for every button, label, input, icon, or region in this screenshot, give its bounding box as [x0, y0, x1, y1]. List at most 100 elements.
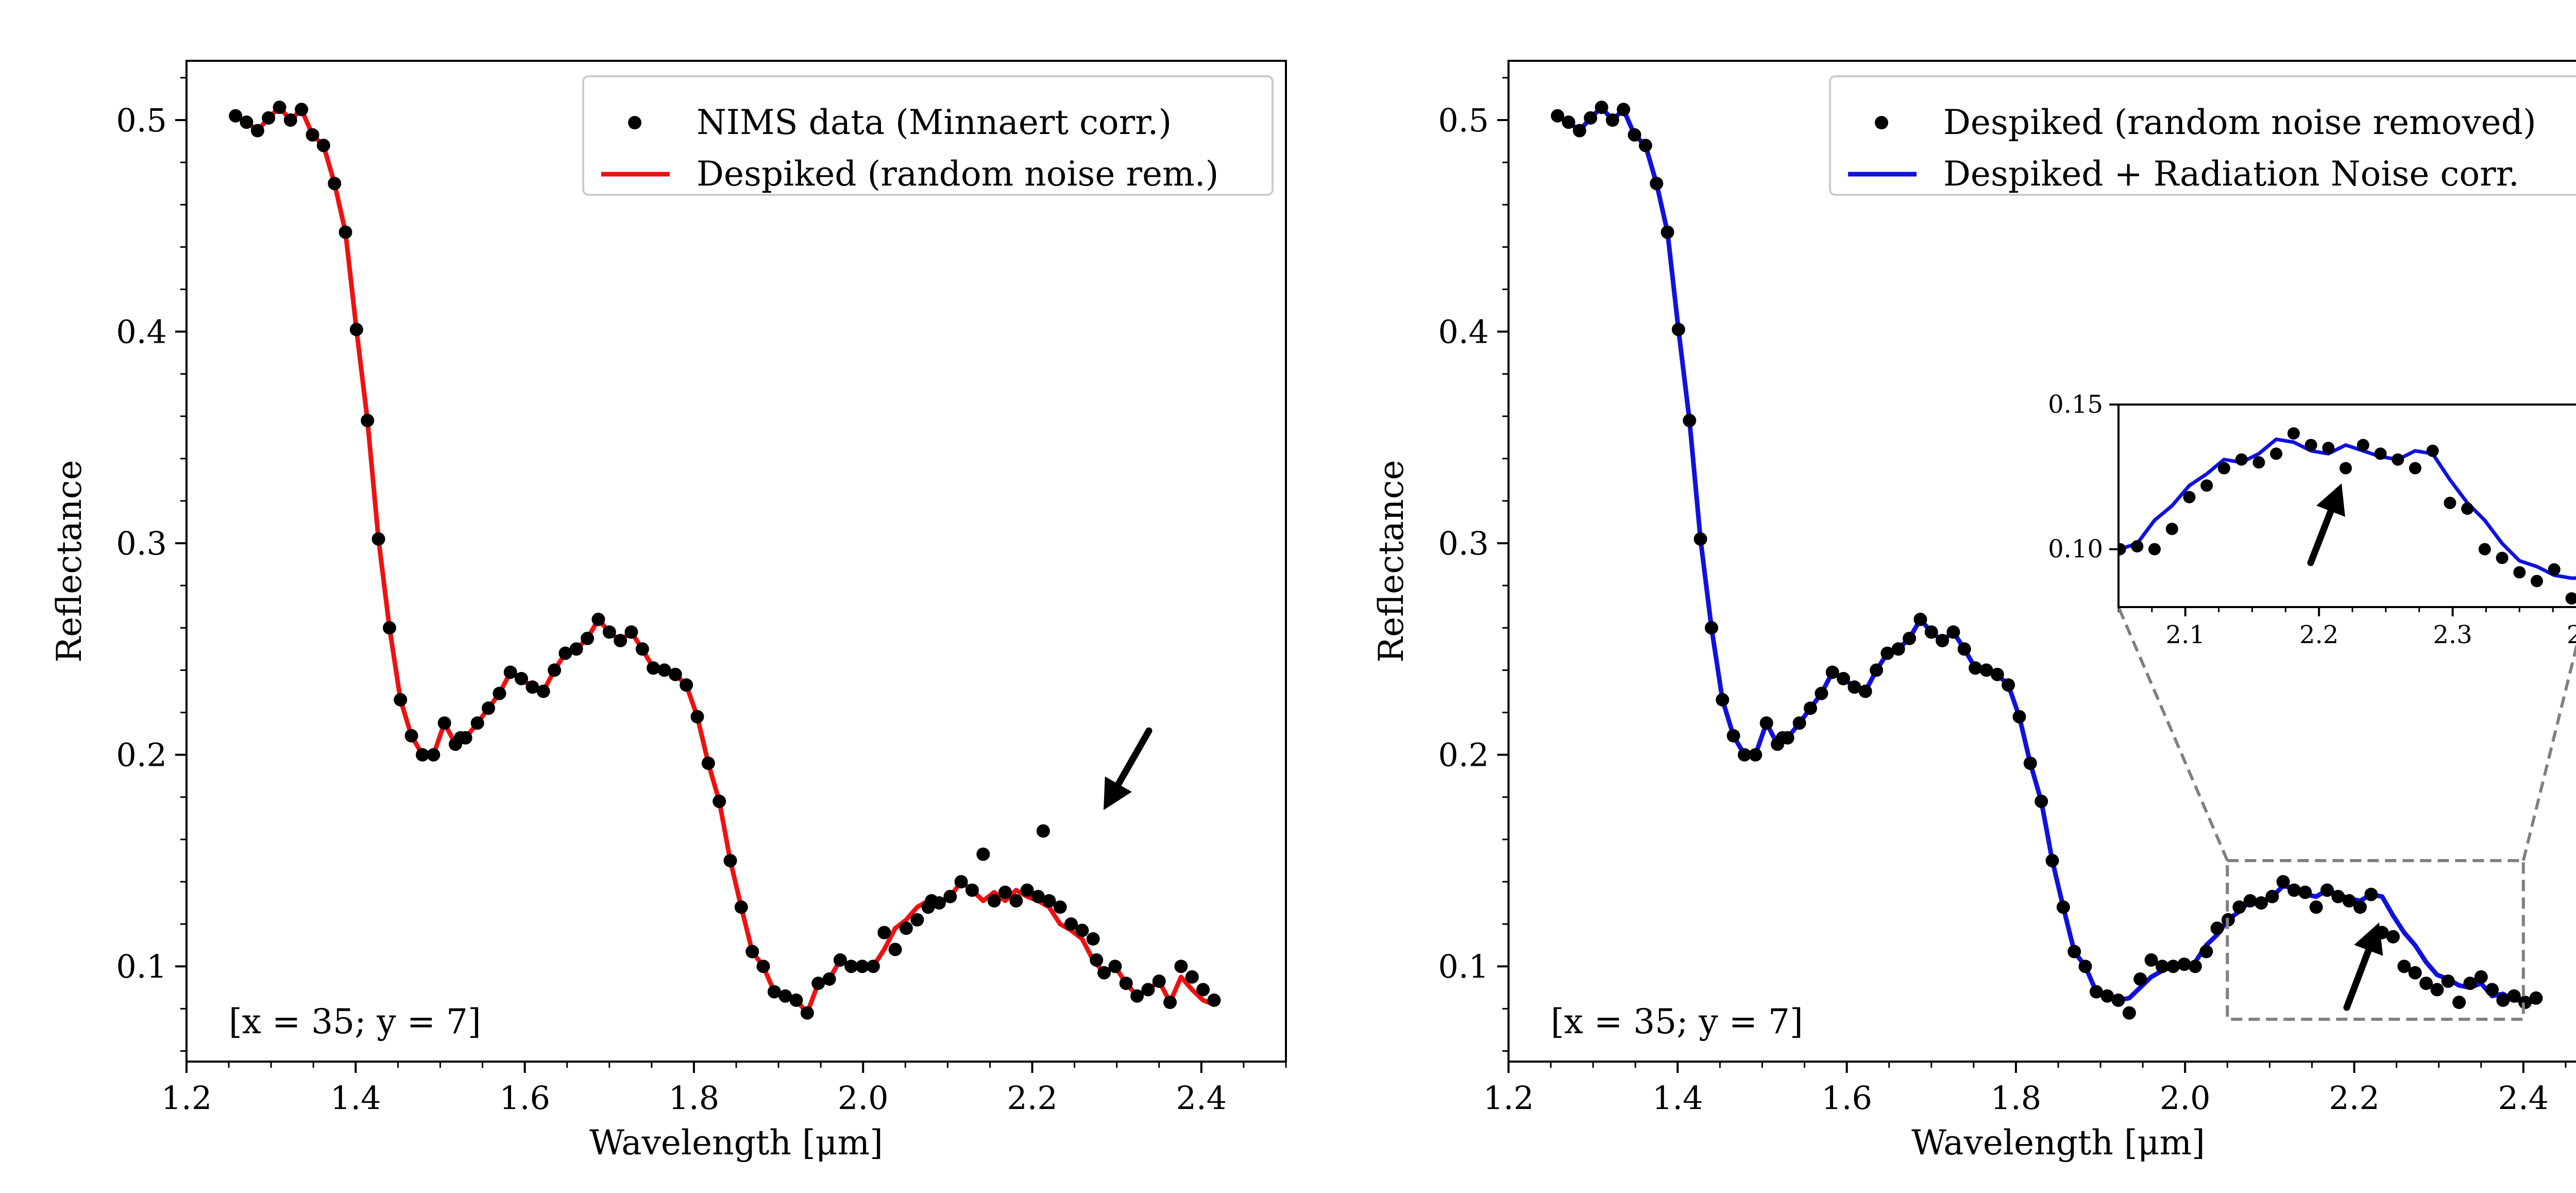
data-point: [2111, 993, 2125, 1007]
y-tick-label: 0.2: [1438, 736, 1489, 774]
position-annotation: [x = 35; y = 7]: [1551, 1002, 1803, 1041]
data-point: [2265, 889, 2279, 903]
data-point: [965, 883, 979, 897]
data-point: [515, 671, 528, 685]
data-point: [295, 103, 309, 116]
data-point: [2485, 983, 2499, 997]
axes-frame: [185, 60, 1287, 1063]
zoom-arrow-head: [2354, 922, 2383, 956]
data-point: [2276, 875, 2290, 888]
data-point: [1031, 889, 1045, 903]
inset-data-point: [2322, 442, 2335, 455]
series-line: [234, 105, 1215, 1016]
data-point: [1119, 977, 1133, 990]
inset-data-point: [2426, 444, 2439, 457]
data-point: [2342, 894, 2356, 908]
data-point: [569, 642, 583, 656]
inset-data-point: [2513, 566, 2526, 579]
y-tick-label: 0.3: [116, 525, 167, 562]
data-point: [778, 989, 792, 1003]
data-point: [2408, 966, 2422, 980]
data-point: [2309, 900, 2323, 914]
inset-data-point: [2548, 563, 2561, 576]
legend-marker-points: [628, 116, 641, 129]
inset-data-point: [2565, 592, 2576, 605]
data-point: [1903, 631, 1917, 645]
data-point: [2144, 953, 2158, 967]
inset-data-point: [2217, 462, 2230, 475]
data-point: [800, 1006, 814, 1020]
data-point: [899, 921, 913, 935]
data-point: [1870, 663, 1884, 677]
data-point: [811, 977, 825, 990]
legend-box: [582, 75, 1274, 196]
data-point: [756, 960, 770, 973]
data-point: [2255, 896, 2268, 910]
data-point: [1562, 115, 1575, 129]
data-point: [888, 943, 902, 956]
data-point: [404, 729, 418, 743]
data-point: [1990, 667, 2004, 681]
data-point: [2474, 970, 2488, 984]
data-point: [262, 111, 276, 125]
plot-area: [229, 100, 1221, 1020]
data-point: [1141, 983, 1155, 997]
inset-x-tick-label: 2.1: [2166, 620, 2205, 649]
data-point: [383, 621, 396, 635]
data-point: [1185, 970, 1199, 984]
data-point: [657, 663, 671, 677]
inset-data-point: [2478, 543, 2491, 556]
data-point: [1815, 686, 1828, 700]
data-point: [1924, 625, 1938, 639]
inset-x-tick-label: 2.2: [2299, 620, 2338, 649]
data-point: [1638, 139, 1652, 153]
data-point: [1196, 983, 1210, 997]
data-point: [680, 678, 693, 692]
data-point: [229, 109, 243, 123]
data-point: [1683, 414, 1697, 427]
data-point: [591, 612, 605, 626]
data-point: [1075, 923, 1089, 937]
inset-y-tick-label: 0.10: [2048, 535, 2103, 564]
y-tick-label: 0.1: [1438, 948, 1489, 985]
data-point: [844, 960, 858, 973]
data-point: [526, 680, 539, 694]
data-point: [2210, 921, 2224, 935]
legend-label-points: NIMS data (Minnaert corr.): [697, 103, 1172, 142]
data-point: [1207, 993, 1221, 1007]
data-point: [250, 124, 264, 138]
inset-data-point: [2304, 439, 2317, 451]
data-point: [1891, 642, 1905, 656]
data-point: [1595, 100, 1608, 114]
zoom-region-box: [2226, 859, 2525, 1021]
data-point: [2397, 960, 2411, 973]
data-point: [1130, 989, 1144, 1003]
data-point: [1097, 966, 1111, 980]
data-point: [933, 896, 946, 910]
inset-data-point: [2444, 496, 2456, 509]
data-point: [2035, 795, 2048, 808]
data-point: [1617, 103, 1631, 116]
data-point: [470, 716, 484, 730]
inset-x-tick-label: 2.4: [2567, 620, 2576, 649]
data-point: [1759, 716, 1773, 730]
data-point: [361, 414, 375, 427]
inset-data-point: [2119, 543, 2126, 556]
inset-data-point: [2461, 502, 2474, 515]
data-point: [2199, 945, 2213, 959]
x-tick-label: 2.4: [2498, 1079, 2549, 1117]
data-point: [437, 716, 451, 730]
data-point: [1572, 124, 1586, 138]
inset-arrow-head: [2316, 483, 2345, 517]
data-point: [1053, 900, 1067, 914]
data-point: [2529, 991, 2543, 1005]
inset-data-point: [2148, 543, 2161, 556]
inset-data-point: [2270, 447, 2283, 460]
inset-data-point: [2496, 551, 2509, 564]
data-point: [1551, 109, 1565, 123]
legend-marker-points: [1875, 116, 1888, 129]
data-point: [1042, 894, 1056, 908]
plot-area: [1551, 100, 2543, 1020]
data-point: [1064, 917, 1078, 931]
data-point: [734, 900, 748, 914]
